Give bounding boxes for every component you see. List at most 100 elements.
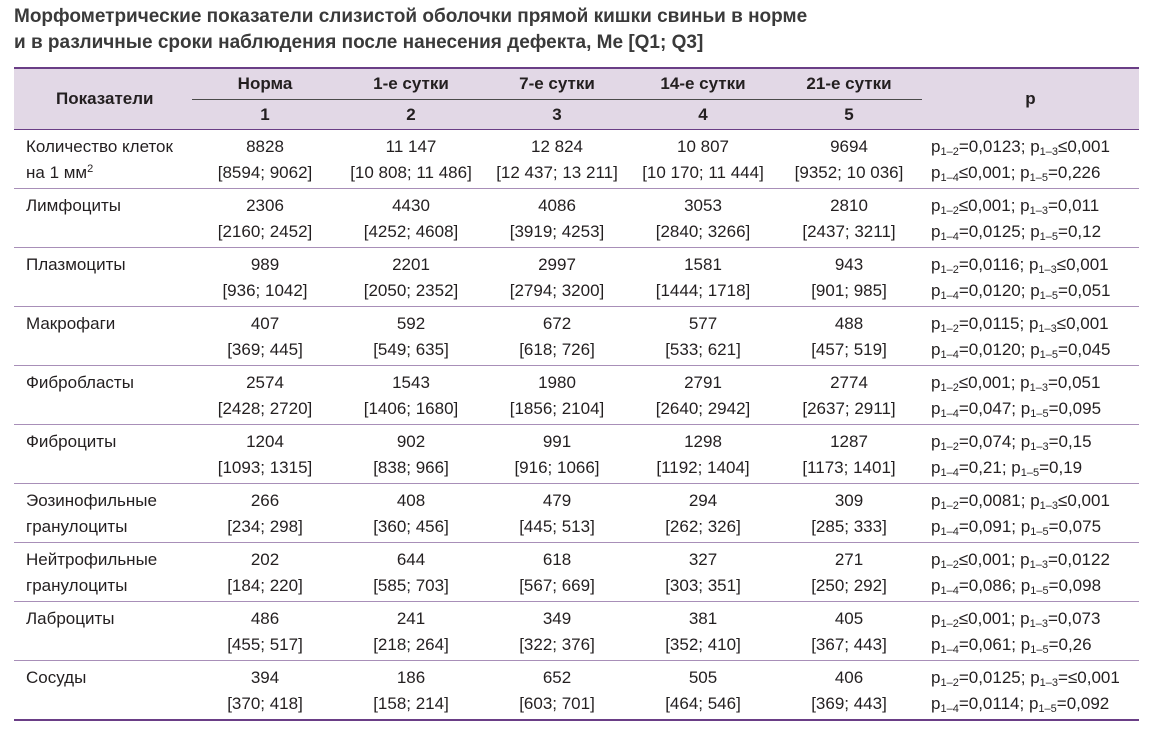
median-value: 12 824 (531, 137, 583, 156)
quartile-range: [158; 214] (373, 694, 449, 713)
p-values-line-1: p1–2=0,0116; p1–3≤0,001 (931, 255, 1109, 276)
header-number-5: 5 (776, 99, 922, 130)
p-subscript: 1–3 (1029, 382, 1048, 394)
p-value: =0,086; (958, 576, 1021, 595)
median-value: 672 (542, 314, 572, 333)
p-values-cell: p1–2≤0,001; p1–3=0,0122 p1–4=0,086; p1–5=… (922, 542, 1139, 602)
quartile-range: [369; 445] (227, 340, 303, 359)
quartile-range: [369; 443] (811, 694, 887, 713)
p-subscript: 1–2 (940, 205, 959, 217)
quartile-range: [4252; 4608] (363, 222, 459, 241)
table-row: Количество клеток на 1 мм2 8828 [8594; 9062… (14, 129, 1139, 189)
quartile-range: [250; 292] (811, 576, 887, 595)
p-value: =≤0,001 (1058, 668, 1120, 687)
median-value: 644 (396, 550, 426, 569)
p-subscript: 1–3 (1029, 559, 1048, 571)
header-number-1: 1 (192, 99, 338, 130)
row-label-line-1: Количество клеток (26, 137, 173, 156)
quartile-range: [618; 726] (519, 340, 595, 359)
p-subscript: 1–3 (1029, 205, 1048, 217)
p-value: =0,12 (1058, 222, 1102, 241)
row-label-line-1: Лаброциты (26, 609, 115, 628)
p-values-cell: p1–2=0,0081; p1–3≤0,001 p1–4=0,091; p1–5=… (922, 483, 1139, 543)
p-value: =0,095 (1048, 399, 1102, 418)
header-group-3: 7-е сутки (484, 68, 630, 100)
quartile-range: [549; 635] (373, 340, 449, 359)
row-label-line-2: на 1 мм2 (26, 160, 192, 186)
p-subscript: 1–4 (940, 467, 959, 479)
value-cell: 186 [158; 214] (338, 660, 484, 721)
value-cell: 592 [549; 635] (338, 306, 484, 366)
quartile-range: [1856; 2104] (509, 399, 605, 418)
value-cell: 902 [838; 966] (338, 424, 484, 484)
quartile-range: [901; 985] (811, 281, 887, 300)
quartile-range: [367; 443] (811, 635, 887, 654)
median-value: 4086 (538, 196, 576, 215)
value-cell: 408 [360; 456] (338, 483, 484, 543)
quartile-range: [464; 546] (665, 694, 741, 713)
p-value: =0,0116; (958, 255, 1029, 274)
median-value: 406 (834, 668, 864, 687)
p-subscript: 1–5 (1020, 467, 1040, 479)
median-value: 202 (250, 550, 280, 569)
median-value: 1298 (684, 432, 722, 451)
row-label-superscript: 2 (87, 163, 94, 175)
value-cell: 12 824 [12 437; 13 211] (484, 129, 630, 189)
value-cell: 349 [322; 376] (484, 601, 630, 661)
value-cell: 2791 [2640; 2942] (630, 365, 776, 425)
value-cell: 2201 [2050; 2352] (338, 247, 484, 307)
p-value: =0,073 (1047, 609, 1101, 628)
quartile-range: [1093; 1315] (217, 458, 313, 477)
row-label: Лаброциты (14, 601, 192, 661)
p-value: ≤0,001 (1056, 314, 1109, 333)
quartile-range: [1406; 1680] (363, 399, 459, 418)
quartile-range: [455; 517] (227, 635, 303, 654)
p-subscript: 1–2 (940, 146, 959, 158)
value-cell: 381 [352; 410] (630, 601, 776, 661)
p-subscript: 1–4 (940, 526, 959, 538)
p-value: =0,26 (1048, 635, 1092, 654)
quartile-range: [303; 351] (665, 576, 741, 595)
p-value: =0,0115; (958, 314, 1029, 333)
p-value: =0,226 (1047, 163, 1101, 182)
value-cell: 327 [303; 351] (630, 542, 776, 602)
median-value: 309 (834, 491, 864, 510)
p-value: =0,061; (958, 635, 1021, 654)
p-values-line-2: p1–4=0,091; p1–5=0,075 (931, 517, 1102, 538)
header-row-numbers: 1 2 3 4 5 (14, 99, 1139, 130)
header-p: p (922, 68, 1139, 130)
row-label-line-1: Сосуды (26, 668, 87, 687)
table-row: Фибробласты 2574 [2428; 2720] 1543 [1406; 16… (14, 365, 1139, 425)
value-cell: 394 [370; 418] (192, 660, 338, 721)
median-value: 1581 (684, 255, 722, 274)
row-label-line-1: Фиброциты (26, 432, 117, 451)
p-value: =0,0122 (1047, 550, 1110, 569)
p-subscript: 1–4 (940, 644, 959, 656)
value-cell: 202 [184; 220] (192, 542, 338, 602)
value-cell: 2774 [2637; 2911] (776, 365, 922, 425)
header-group-2: 1-е сутки (338, 68, 484, 100)
table-row: Нейтрофильные гранулоциты 202 [184; 220] 644… (14, 542, 1139, 602)
p-values-cell: p1–2=0,0116; p1–3≤0,001 p1–4=0,0120; p1–5… (922, 247, 1139, 307)
quartile-range: [2437; 3211] (802, 222, 896, 241)
median-value: 327 (688, 550, 718, 569)
p-values-line-2: p1–4=0,0120; p1–5=0,045 (931, 340, 1111, 361)
median-value: 943 (834, 255, 864, 274)
p-values-line-1: p1–2=0,0125; p1–3=≤0,001 (931, 668, 1120, 689)
p-value: =0,091; (958, 517, 1021, 536)
median-value: 4430 (392, 196, 430, 215)
median-value: 381 (688, 609, 718, 628)
row-label: Лимфоциты (14, 188, 192, 248)
p-values-cell: p1–2=0,0123; p1–3≤0,001 p1–4≤0,001; p1–5=… (922, 129, 1139, 189)
p-values-line-2: p1–4≤0,001; p1–5=0,226 (931, 163, 1101, 184)
row-label: Эозинофильные гранулоциты (14, 483, 192, 543)
p-value: =0,21; (958, 458, 1012, 477)
p-subscript: 1–4 (940, 231, 959, 243)
p-subscript: 1–3 (1038, 323, 1057, 335)
p-value: =0,045 (1058, 340, 1111, 359)
value-cell: 271 [250; 292] (776, 542, 922, 602)
row-label-line-1: Плазмоциты (26, 255, 126, 274)
median-value: 405 (834, 609, 864, 628)
value-cell: 407 [369; 445] (192, 306, 338, 366)
row-label: Сосуды (14, 660, 192, 721)
